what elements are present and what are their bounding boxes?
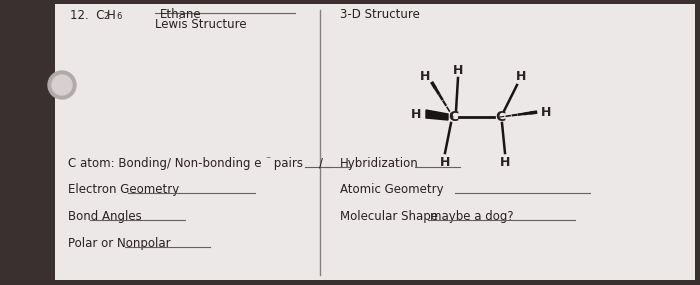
Circle shape — [48, 71, 76, 99]
Text: C: C — [448, 110, 458, 124]
Text: H: H — [516, 70, 526, 84]
Text: H: H — [107, 9, 116, 22]
Text: H: H — [453, 64, 463, 76]
Text: Electron Geometry: Electron Geometry — [68, 183, 179, 196]
FancyBboxPatch shape — [55, 4, 695, 280]
Text: H: H — [500, 156, 510, 168]
Text: C atom: Bonding/ Non-bonding e: C atom: Bonding/ Non-bonding e — [68, 157, 262, 170]
Text: 3-D Structure: 3-D Structure — [340, 8, 420, 21]
Text: maybe a dog?: maybe a dog? — [430, 210, 514, 223]
Text: Lewis Structure: Lewis Structure — [155, 18, 246, 31]
Polygon shape — [426, 110, 448, 120]
Text: Hybridization: Hybridization — [340, 157, 419, 170]
Text: 2: 2 — [103, 12, 108, 21]
Text: 12.  C: 12. C — [70, 9, 104, 22]
Text: Ethane: Ethane — [160, 8, 202, 21]
Text: Bond Angles: Bond Angles — [68, 210, 141, 223]
Text: /: / — [319, 157, 323, 170]
Text: Molecular Shape: Molecular Shape — [340, 210, 438, 223]
Text: H: H — [541, 105, 551, 119]
Text: 6: 6 — [116, 12, 121, 21]
Text: ⁻: ⁻ — [265, 155, 270, 165]
Text: H: H — [411, 107, 421, 121]
Text: C: C — [495, 110, 505, 124]
Text: Atomic Geometry: Atomic Geometry — [340, 183, 444, 196]
Text: pairs: pairs — [270, 157, 303, 170]
Text: H: H — [420, 70, 430, 84]
Text: Polar or Nonpolar: Polar or Nonpolar — [68, 237, 171, 250]
Circle shape — [52, 75, 72, 95]
Text: H: H — [440, 156, 450, 168]
